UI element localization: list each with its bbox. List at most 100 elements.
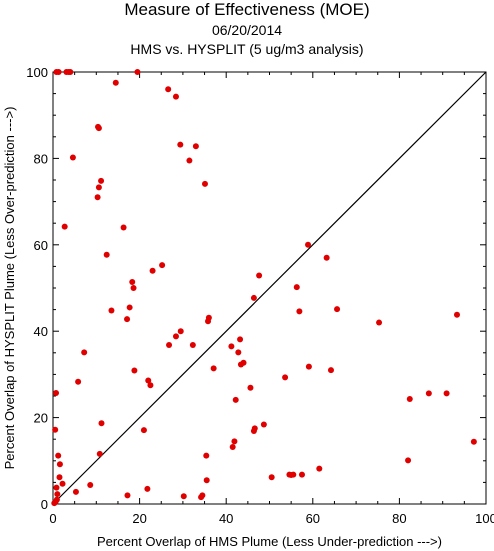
data-point — [327, 367, 334, 374]
x-axis-label: Percent Overlap of HMS Plume (Less Under… — [97, 534, 442, 549]
data-point — [87, 481, 94, 488]
data-point — [120, 224, 127, 231]
y-tick-label: 0 — [41, 497, 48, 512]
data-point — [126, 304, 133, 311]
x-tick-label: 80 — [392, 511, 406, 526]
data-points — [51, 69, 477, 507]
data-point — [203, 477, 210, 484]
data-point — [305, 363, 312, 370]
data-point — [59, 480, 66, 487]
data-point — [165, 86, 172, 93]
data-point — [192, 143, 199, 150]
data-point — [53, 389, 60, 396]
data-point — [95, 184, 102, 191]
data-point — [54, 491, 61, 498]
data-point — [231, 438, 238, 445]
data-point — [198, 494, 205, 501]
data-point — [134, 69, 141, 75]
data-point — [232, 396, 239, 403]
data-point — [172, 93, 179, 100]
y-tick-label: 20 — [34, 411, 48, 426]
chart-comparison-subtitle: HMS vs. HYSPLIT (5 ug/m3 analysis) — [130, 41, 364, 57]
data-point — [247, 384, 254, 391]
data-point — [75, 378, 82, 385]
y-axis-label: Percent Overlap of HYSPLIT Plume (Less O… — [2, 107, 17, 470]
data-point — [210, 365, 217, 372]
data-point — [108, 307, 115, 314]
data-point — [159, 262, 166, 269]
data-point — [323, 254, 330, 261]
data-point — [180, 493, 187, 500]
x-tick-label: 100 — [475, 511, 494, 526]
data-point — [55, 452, 62, 459]
one-to-one-diagonal-line — [52, 71, 487, 505]
data-point — [140, 427, 147, 434]
data-point — [205, 314, 212, 321]
data-point — [61, 223, 68, 230]
data-point — [149, 267, 156, 274]
data-point — [376, 319, 383, 326]
data-point — [94, 194, 101, 201]
data-point — [250, 294, 257, 301]
data-point — [124, 316, 131, 323]
data-point — [237, 336, 244, 343]
data-point — [72, 488, 79, 495]
data-point — [130, 285, 137, 291]
data-point — [425, 390, 432, 397]
data-point — [98, 177, 105, 184]
data-point — [172, 333, 179, 340]
data-point — [268, 474, 275, 481]
data-point — [186, 157, 193, 164]
data-point — [131, 367, 138, 374]
data-point — [240, 359, 247, 366]
data-point — [81, 349, 88, 356]
data-point — [405, 457, 412, 464]
data-point — [145, 377, 152, 384]
data-point — [144, 485, 151, 492]
y-tick-label: 60 — [34, 238, 48, 253]
data-point — [203, 452, 210, 459]
y-tick-label: 40 — [34, 324, 48, 339]
data-point — [470, 438, 477, 445]
data-point — [55, 69, 62, 75]
data-point — [177, 141, 184, 148]
data-point — [69, 154, 76, 161]
data-point — [316, 465, 323, 472]
data-point — [56, 474, 63, 481]
data-point — [453, 311, 460, 318]
axis-tick-labels: 0 20 40 60 80 100 0 20 40 60 80 100 — [26, 65, 494, 526]
y-tick-label: 100 — [26, 65, 48, 80]
data-point — [293, 284, 300, 291]
x-tick-label: 0 — [49, 511, 56, 526]
data-point — [124, 492, 131, 499]
data-point — [53, 484, 60, 491]
x-tick-label: 20 — [132, 511, 146, 526]
axis-ticks — [52, 71, 487, 505]
data-point — [406, 396, 413, 403]
data-point — [52, 426, 59, 433]
data-point — [112, 79, 119, 86]
data-point — [166, 342, 173, 349]
y-tick-label: 80 — [34, 151, 48, 166]
data-point — [201, 180, 208, 187]
data-point — [96, 450, 103, 457]
data-point — [103, 251, 110, 258]
data-point — [251, 425, 258, 432]
data-point — [129, 278, 136, 285]
x-tick-label: 60 — [306, 511, 320, 526]
data-point — [98, 420, 105, 427]
data-point — [235, 349, 242, 356]
data-point — [290, 471, 297, 478]
data-point — [256, 272, 263, 279]
data-point — [443, 390, 450, 397]
data-point — [189, 342, 196, 349]
data-point — [147, 382, 154, 389]
data-point — [334, 306, 341, 313]
data-point — [177, 328, 184, 335]
data-point — [56, 461, 63, 468]
data-point — [260, 421, 267, 428]
data-point — [95, 123, 102, 130]
data-point — [296, 308, 303, 315]
data-point — [282, 374, 289, 381]
